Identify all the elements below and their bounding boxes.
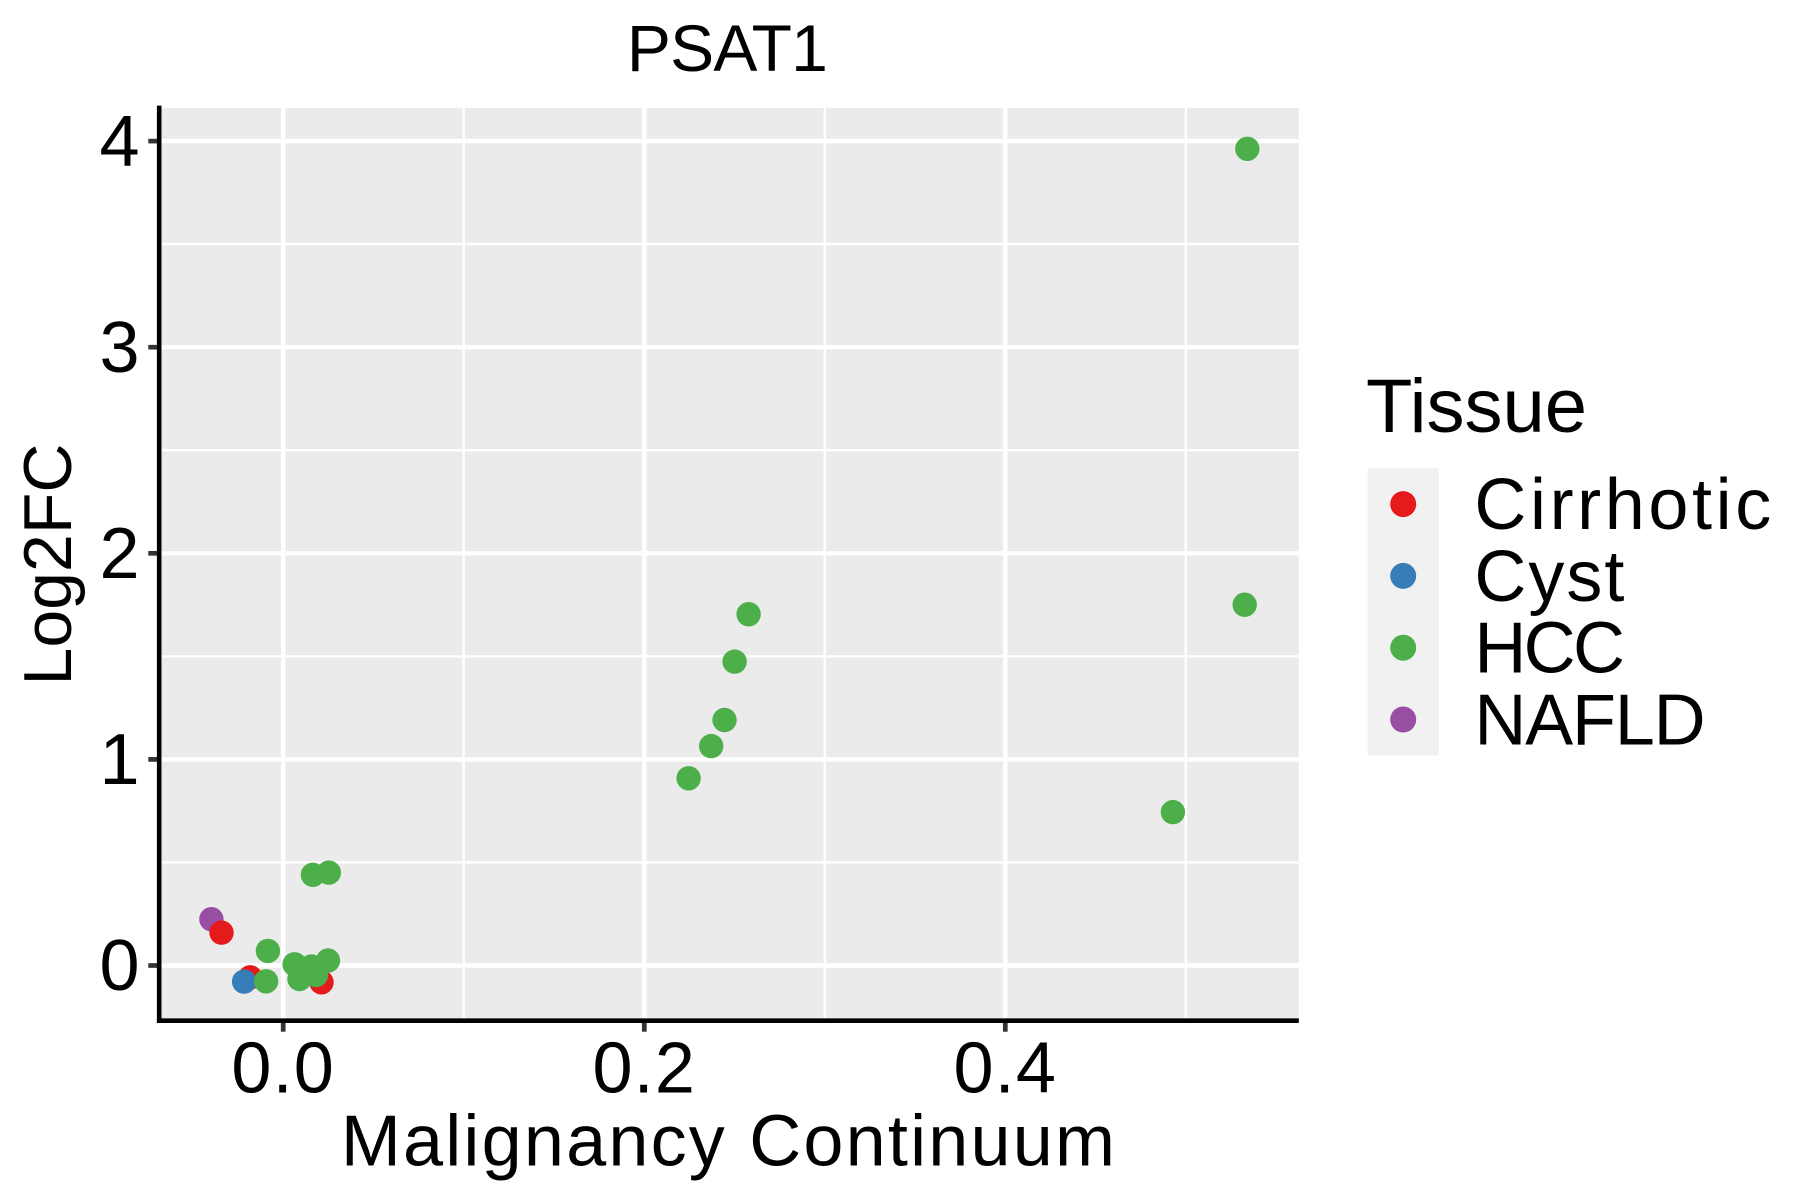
svg-text:HCC: HCC [1474, 609, 1623, 689]
svg-text:2: 2 [99, 514, 139, 594]
svg-text:3: 3 [99, 308, 139, 388]
svg-text:4: 4 [99, 102, 139, 182]
svg-text:Cirrhotic: Cirrhotic [1474, 465, 1774, 545]
svg-text:PSAT1: PSAT1 [627, 11, 827, 85]
svg-text:1: 1 [99, 720, 139, 800]
svg-text:Malignancy Continuum: Malignancy Continuum [341, 1102, 1117, 1182]
svg-text:Log2FC: Log2FC [10, 444, 86, 686]
svg-text:0.4: 0.4 [953, 1029, 1057, 1109]
svg-text:NAFLD: NAFLD [1474, 681, 1704, 761]
svg-text:Tissue: Tissue [1366, 364, 1587, 449]
svg-text:Cyst: Cyst [1474, 537, 1626, 617]
svg-text:0: 0 [99, 926, 139, 1006]
svg-text:0.2: 0.2 [592, 1029, 696, 1109]
svg-text:0.0: 0.0 [231, 1029, 335, 1109]
